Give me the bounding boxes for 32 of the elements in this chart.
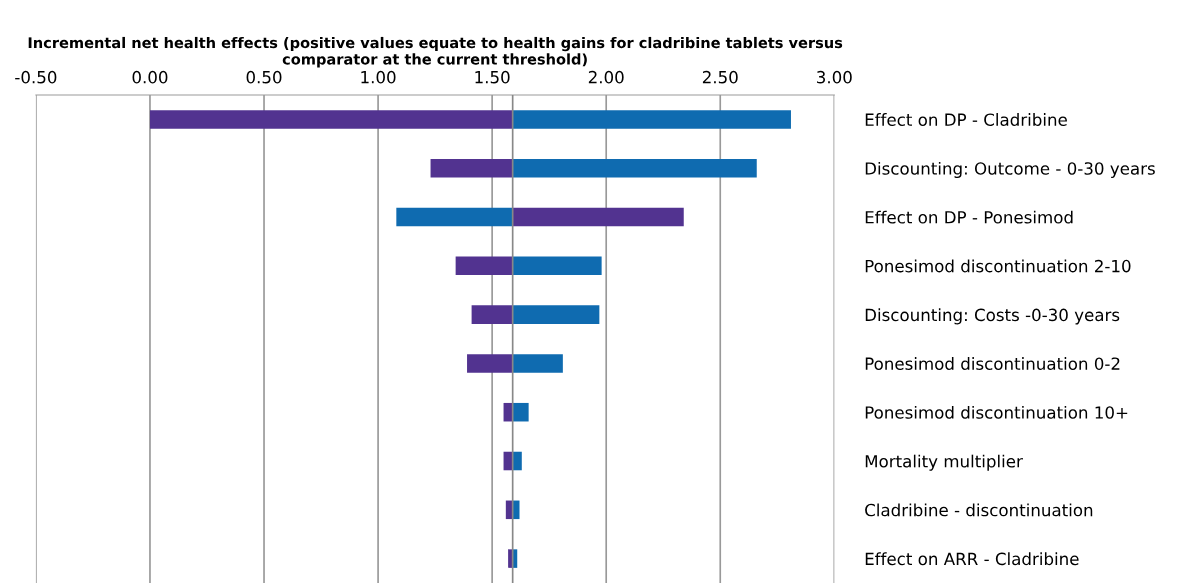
y-tick-label: Discounting: Outcome - 0-30 years — [865, 161, 1155, 179]
y-tick-label: Mortality multiplier — [865, 454, 1023, 471]
y-tick-label: Discounting: Costs -0-30 years — [865, 308, 1120, 325]
bar — [149, 110, 513, 129]
bar — [471, 305, 513, 324]
bar — [512, 305, 600, 324]
bar — [430, 158, 513, 178]
y-tick-label: Ponesimod discontinuation 10+ — [865, 405, 1128, 419]
bar — [512, 110, 791, 129]
y-tick-label: Cladribine - discontinuation — [865, 503, 1093, 517]
x-tick-label: 1.00 — [361, 70, 396, 84]
x-tick-label: 1.50 — [475, 70, 510, 84]
bar — [512, 402, 529, 422]
bar — [512, 354, 563, 373]
x-axis-title: Incremental net health effects (positive values equate to health gains for cladribine tablets versus comparator at the current threshold) — [28, 36, 843, 68]
y-tick-label: Effect on ARR - Cladribine — [865, 552, 1079, 566]
bar — [512, 207, 684, 227]
bar — [467, 354, 513, 373]
x-tick-label: 2.00 — [588, 70, 624, 84]
x-tick-label: 2.50 — [702, 70, 738, 84]
bar — [455, 256, 513, 276]
y-tick-label: Effect on DP - Ponesimod — [865, 210, 1073, 224]
x-tick-label: -0.50 — [15, 70, 57, 84]
y-tick-label: Ponesimod discontinuation 0-2 — [865, 357, 1120, 370]
x-tick-label: 0.50 — [246, 70, 282, 84]
y-tick-label: Ponesimod discontinuation 2-10 — [865, 259, 1131, 273]
bar — [512, 158, 757, 178]
x-tick-label: 3.00 — [817, 70, 852, 84]
bar — [396, 207, 513, 227]
x-tick-label: 0.00 — [132, 70, 168, 84]
bar — [512, 256, 602, 276]
y-tick-label: Effect on DP - Cladribine — [865, 113, 1067, 126]
